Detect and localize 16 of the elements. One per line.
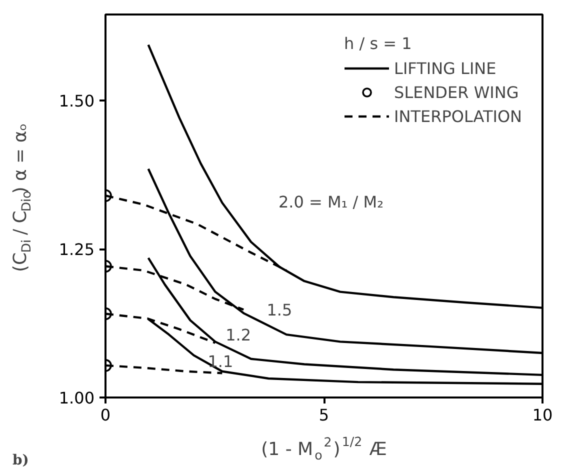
y-tick-label: 1.00 (58, 388, 94, 408)
x-tick-label: 0 (100, 406, 111, 424)
annotation: 1.2 (226, 325, 252, 344)
x-tick-label: 5 (318, 406, 330, 424)
legend-label: SLENDER WING (394, 82, 519, 102)
y-tick-label: 1.50 (58, 92, 94, 111)
legend-title: h / s = 1 (344, 34, 413, 53)
annotation: 2.0 = M₁ / M₂ (278, 192, 384, 212)
y-axis-title: (CDi / CDio) α = αₒ (10, 123, 34, 272)
y-tick-label: 1.25 (58, 240, 94, 260)
annotation: 1.5 (266, 300, 292, 320)
x-tick-label: 10 (532, 406, 553, 424)
legend-label: LIFTING LINE (394, 58, 496, 78)
legend-label: INTERPOLATION (394, 106, 522, 126)
text: b) (12, 452, 29, 468)
annotation: 1.1 (208, 352, 234, 372)
